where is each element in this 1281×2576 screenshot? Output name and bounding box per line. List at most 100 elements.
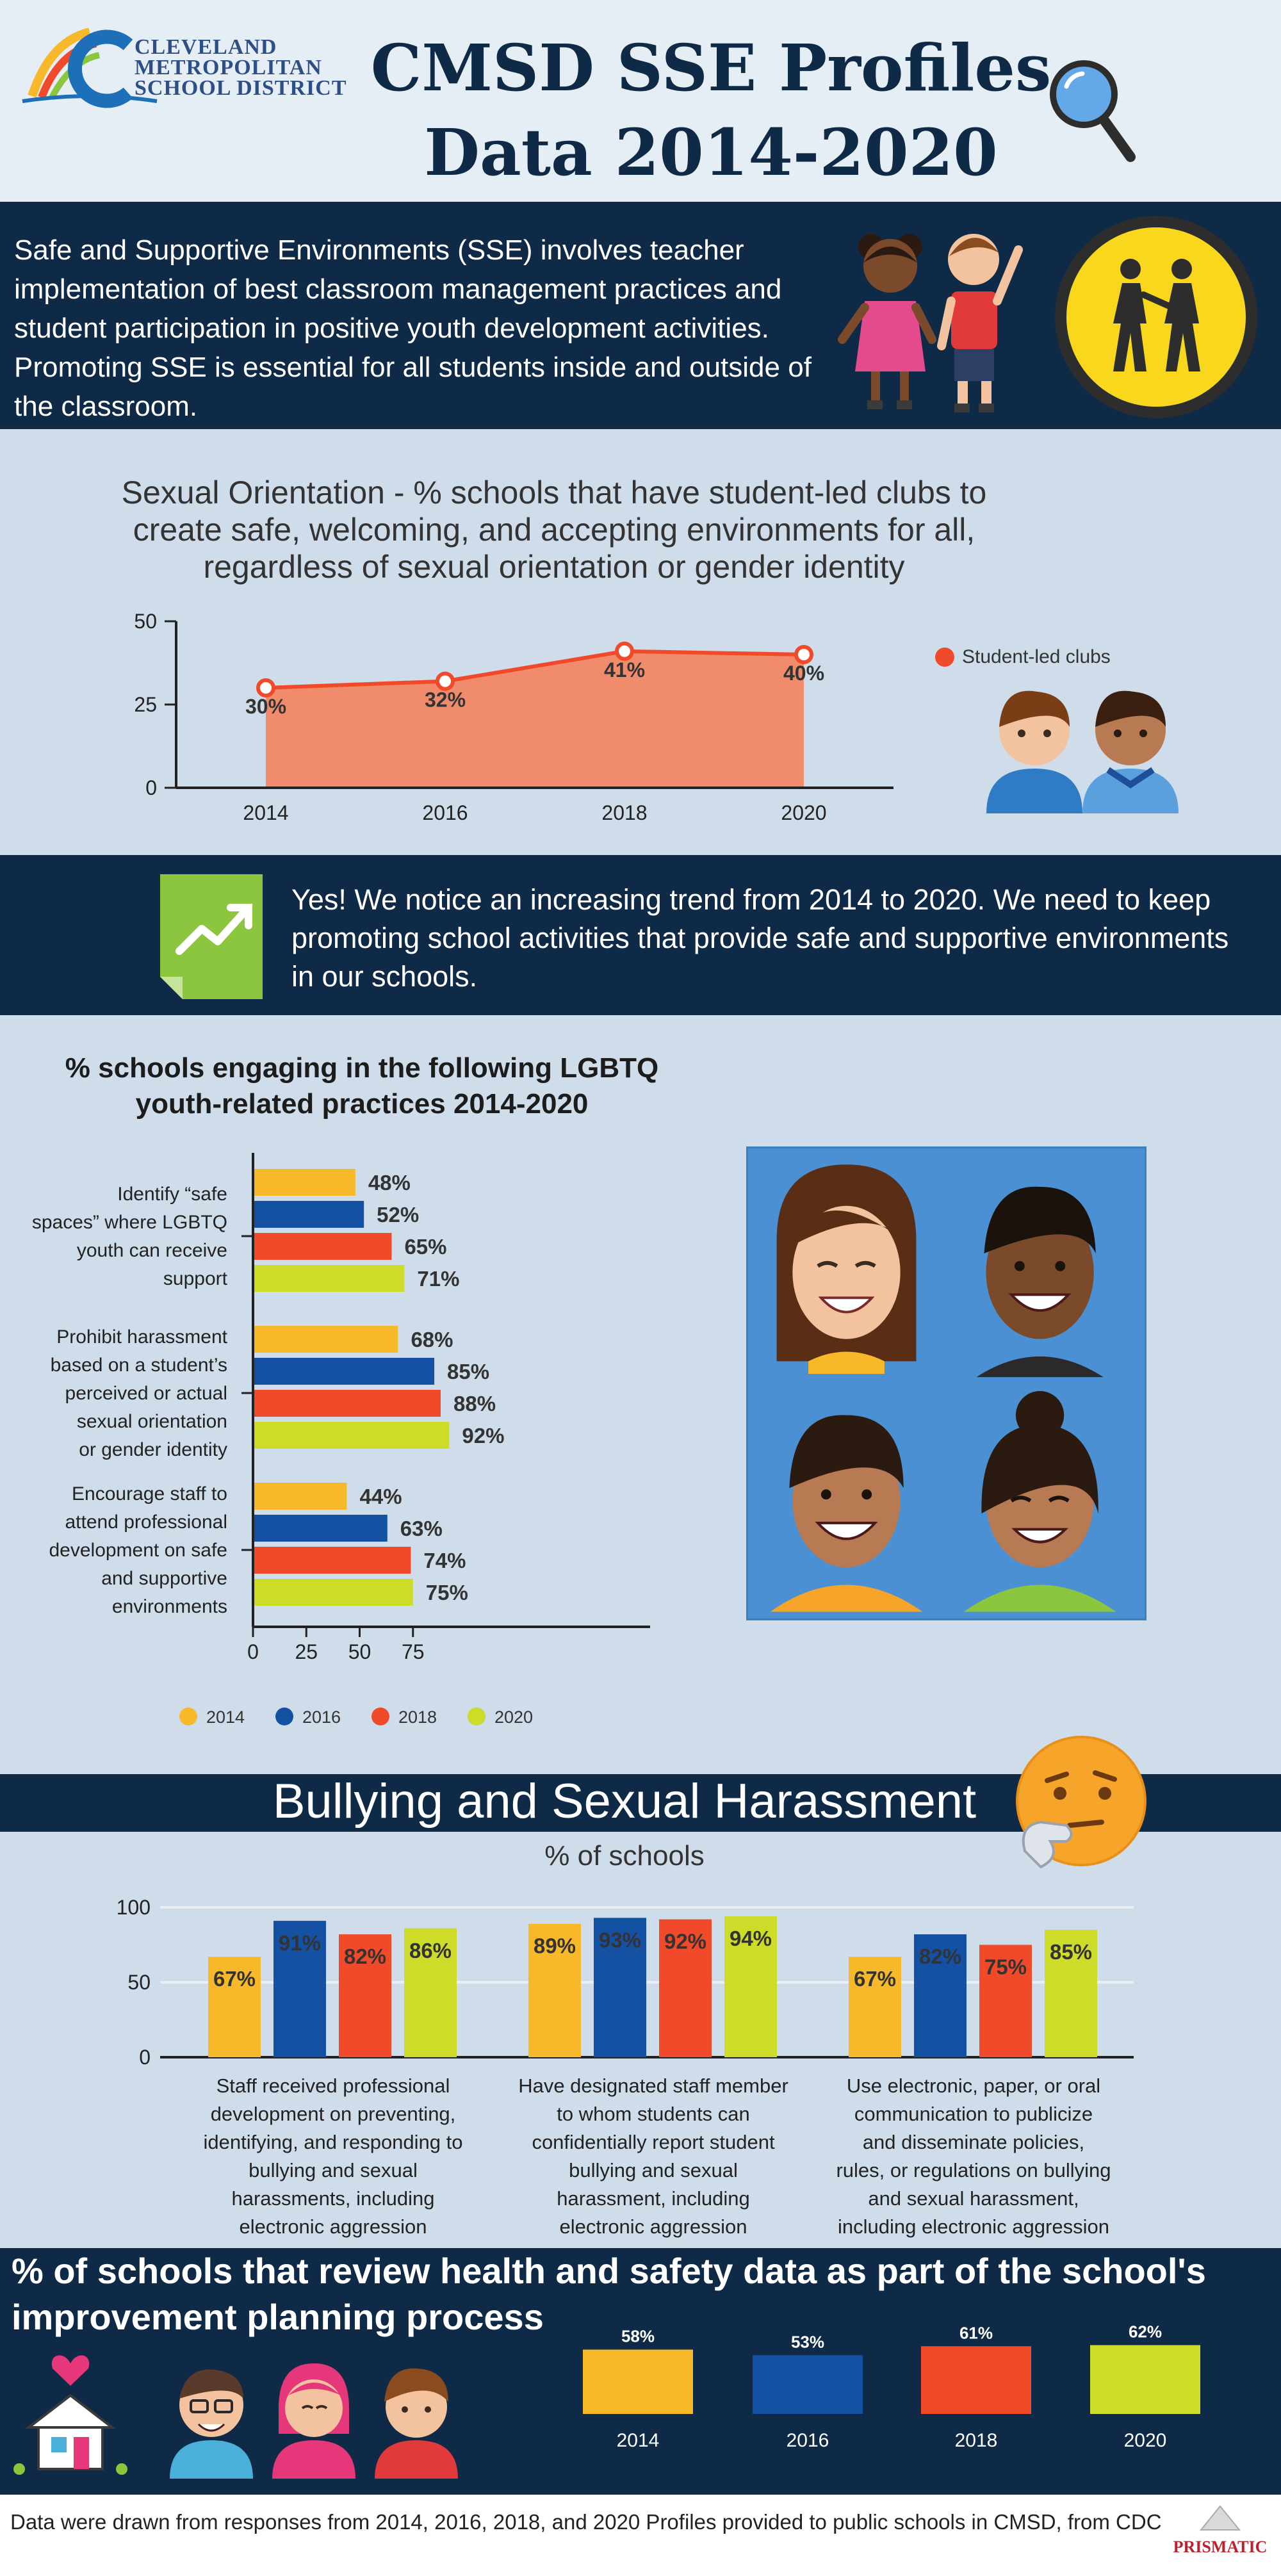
review-bar [1090,2345,1200,2415]
lgbtq-bar [253,1579,413,1606]
lgbtq-data-label: 65% [404,1235,446,1259]
review-x-tick-label: 2014 [617,2430,660,2451]
trend-text: Yes! We notice an increasing trend from … [291,883,1229,993]
lgbtq-x-tick-label: 0 [247,1640,259,1663]
bullying-data-label: 93% [599,1928,641,1952]
bullying-bar [273,1921,326,2057]
lgbtq-data-label: 52% [377,1203,419,1227]
logo-line-2: METROPOLITAN [135,56,322,79]
so-data-label: 40% [783,662,824,685]
lgbtq-bar [253,1265,405,1292]
bullying-title: Bullying and Sexual Harassment [272,1774,977,1829]
so-data-label: 30% [245,695,286,718]
bullying-data-label: 85% [1050,1940,1092,1964]
logo-line-1: CLEVELAND [135,35,277,59]
so-area-fill [266,651,804,788]
bullying-data-label: 89% [534,1934,576,1958]
bullying-caption-2: Have designated staff member to whom stu… [518,2075,788,2238]
bullying-data-label: 82% [344,1944,386,1968]
review-bar-chart: 58% 2014 53% 2016 61% 2018 62% 2020 [570,2322,1230,2451]
lgbtq-x-tick-label: 75 [402,1640,425,1663]
page-title-line-2: Data 2014-2020 [424,115,998,190]
bullying-data-label: 75% [984,1955,1027,1979]
lgbtq-bar [253,1201,364,1228]
legend-label-2018: 2018 [398,1708,437,1727]
district-logo-text: CLEVELAND METROPOLITAN SCHOOL DISTRICT [135,35,347,100]
bullying-bar [404,1928,457,2057]
so-x-tick-label: 2020 [781,801,826,824]
lgbtq-chart-title: % schools engaging in the following LGBT… [51,1050,673,1122]
legend-label-2016: 2016 [302,1708,341,1727]
so-x-tick-label: 2014 [243,801,288,824]
bullying-data-label: 82% [919,1944,961,1968]
lgbtq-data-label: 88% [453,1392,496,1415]
walking-people-icon [1055,216,1257,418]
trend-up-icon [160,874,263,999]
lgbtq-x-tick-label: 25 [295,1640,318,1663]
footer-text: Data were drawn from responses from 2014… [10,2510,1162,2534]
bullying-bar [528,1923,581,2057]
logo-line-3: SCHOOL DISTRICT [135,76,347,100]
lgbtq-bar [253,1547,411,1574]
so-area-chart: 30% 32% 41% 40% 0 25 50 2014 2016 2018 2020 [134,610,893,824]
so-y-tick-label: 25 [134,693,157,716]
review-x-tick-label: 2018 [955,2430,998,2451]
bullying-data-label: 67% [854,1967,896,1991]
lgbtq-bar-chart: 48% 52% 65% 71% 68% 85% 88% 92% 44% 63% 74% 75% 0 25… [32,1153,650,1663]
lgbtq-data-label: 48% [368,1171,411,1194]
thinking-face-icon [1016,1736,1146,1869]
legend-swatch-2020 [468,1708,485,1725]
bullying-y-tick-label: 100 [117,1896,151,1919]
lgbtq-data-label: 92% [462,1424,504,1447]
lgbtq-bar [253,1326,398,1353]
bullying-data-label: 92% [664,1930,706,1953]
so-x-tick-label: 2018 [601,801,647,824]
so-point [794,645,813,664]
bullying-bar [979,1944,1032,2057]
lgbtq-bar [253,1483,347,1510]
bullying-subtitle: % of schools [544,1840,705,1871]
so-chart-title: Sexual Orientation - % schools that have… [121,475,987,585]
bullying-data-label: 86% [409,1939,452,1962]
bullying-data-label: 94% [730,1927,772,1950]
so-y-tick-label: 0 [145,776,157,799]
bullying-bar [659,1919,712,2057]
lgbtq-category-label: Prohibit harassment based on a student’s p… [51,1326,228,1460]
lgbtq-data-label: 75% [426,1581,468,1604]
legend-label-2020: 2020 [494,1708,534,1727]
bullying-bar [849,1957,901,2057]
magnifier-icon [1050,60,1136,162]
so-legend-label: Student-led clubs [962,646,1111,667]
so-y-tick-label: 50 [134,610,157,633]
prismatic-logo-text: PRISMATIC [1173,2538,1268,2556]
lgbtq-data-label: 63% [400,1517,443,1540]
review-data-label: 61% [959,2323,993,2342]
bullying-data-label: 67% [213,1967,256,1991]
review-x-tick-label: 2016 [787,2430,829,2451]
lgbtq-category-label: Identify “safe spaces” where LGBTQ youth c… [32,1184,228,1289]
bullying-bar [914,1934,967,2057]
lgbtq-title-line-1: % schools engaging in the following LGBT… [65,1052,659,1084]
people-icon [170,2363,458,2479]
legend-swatch-2016 [275,1708,293,1725]
bullying-bar [594,1918,646,2057]
bullying-bar [208,1957,261,2057]
so-data-label: 32% [425,689,466,712]
lgbtq-bar [253,1233,392,1260]
review-bar [583,2349,693,2415]
lgbtq-legend: 2014 2016 2018 2020 [179,1704,628,1729]
bullying-y-tick-label: 50 [127,1971,151,1994]
bullying-bar [724,1916,777,2057]
review-data-label: 53% [791,2332,824,2351]
intro-text: Safe and Supportive Environments (SSE) i… [14,234,812,422]
so-series-line [265,649,804,690]
bullying-bar-chart: 0 50 100 67% 91% 82% 86% 89% 93% 92% 94% 67% 82% 75%… [117,1896,1134,2069]
lgbtq-data-label: 71% [417,1267,459,1291]
so-x-tick-label: 2016 [422,801,468,824]
lgbtq-x-tick-label: 50 [348,1640,371,1663]
review-x-tick-label: 2020 [1124,2430,1167,2451]
review-data-label: 58% [621,2327,655,2346]
review-title: % of schools that review health and safe… [12,2251,1206,2337]
lgbtq-data-label: 74% [423,1549,466,1572]
lgbtq-title-line-2: youth-related practices 2014-2020 [135,1088,589,1120]
